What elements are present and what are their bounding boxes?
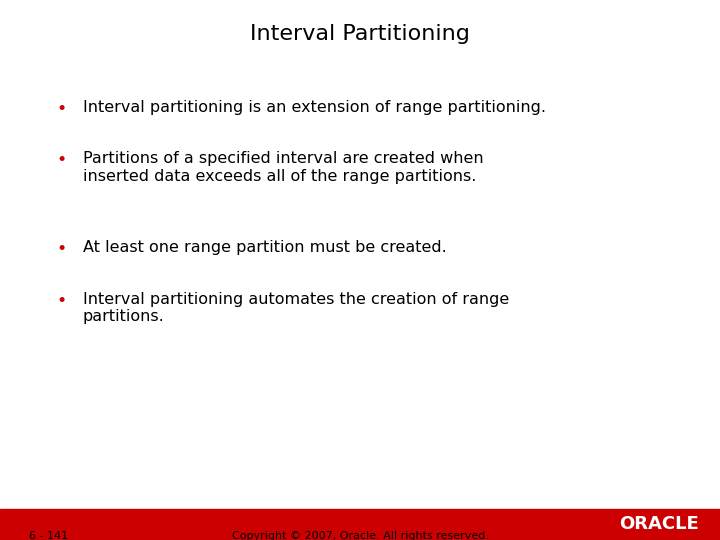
Text: •: •: [56, 240, 66, 258]
Text: •: •: [56, 100, 66, 118]
Text: At least one range partition must be created.: At least one range partition must be cre…: [83, 240, 446, 255]
Text: Partitions of a specified interval are created when
inserted data exceeds all of: Partitions of a specified interval are c…: [83, 151, 483, 184]
Text: Interval Partitioning: Interval Partitioning: [250, 24, 470, 44]
Text: Copyright © 2007, Oracle. All rights reserved.: Copyright © 2007, Oracle. All rights res…: [232, 531, 488, 540]
Text: 6 - 141: 6 - 141: [29, 531, 68, 540]
Bar: [0, 509, 720, 540]
Text: Interval partitioning automates the creation of range
partitions.: Interval partitioning automates the crea…: [83, 292, 509, 324]
Text: •: •: [56, 151, 66, 169]
Text: Interval partitioning is an extension of range partitioning.: Interval partitioning is an extension of…: [83, 100, 546, 115]
Text: •: •: [56, 292, 66, 309]
Text: ORACLE: ORACLE: [618, 515, 698, 534]
